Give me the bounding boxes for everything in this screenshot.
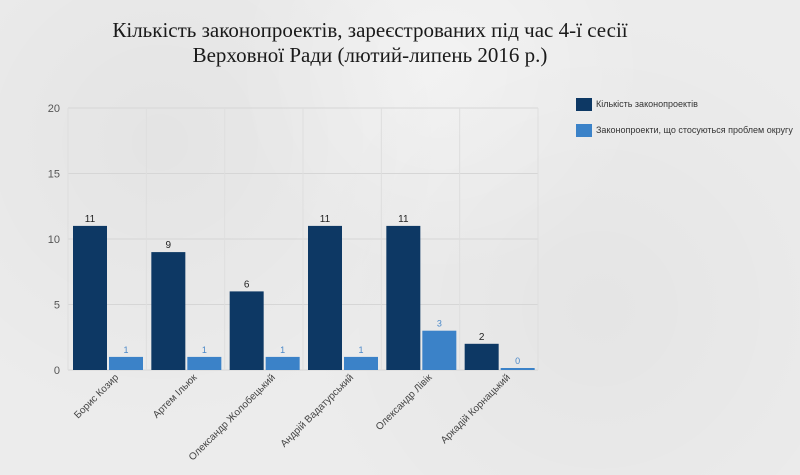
legend-item-district[interactable]: Законопроекти, що стосуються проблем окр… xyxy=(576,122,793,138)
y-tick-label: 10 xyxy=(48,234,60,246)
bar-s2-4 xyxy=(344,356,378,370)
legend-item-total[interactable]: Кількість законопроектів xyxy=(576,96,793,112)
legend: Кількість законопроектів Законопроекти, … xyxy=(576,96,793,148)
data-label-s2-1: 1 xyxy=(123,345,128,355)
grid-lines xyxy=(67,107,539,371)
y-tick-label: 15 xyxy=(48,169,60,181)
bars xyxy=(73,225,535,370)
bar-s2-3 xyxy=(265,356,300,370)
data-label-s2-4: 1 xyxy=(358,345,363,355)
bar-s1-2 xyxy=(151,252,186,370)
data-label-s2-6: 0 xyxy=(515,356,520,366)
data-label-s2-5: 3 xyxy=(437,319,442,329)
category-label-6: Аркадій Корнацький xyxy=(439,372,513,446)
bar-s2-1 xyxy=(109,356,143,370)
bar-s1-1 xyxy=(73,225,107,370)
legend-swatch-total xyxy=(576,97,592,111)
data-label-s1-6: 2 xyxy=(479,332,485,343)
legend-label-district: Законопроекти, що стосуються проблем окр… xyxy=(596,125,793,135)
bar-s2-5 xyxy=(422,330,457,370)
y-tick-label: 0 xyxy=(54,365,60,377)
data-label-s1-1: 11 xyxy=(85,214,96,225)
category-label-2: Артем Ільюк xyxy=(151,372,200,421)
chart-title: Кількість законопроектів, зареєстрованих… xyxy=(0,18,740,68)
chart-title-line-1: Кількість законопроектів, зареєстрованих… xyxy=(112,18,628,42)
chart-title-line-2: Верховної Ради (лютий-липень 2016 р.) xyxy=(192,43,548,67)
data-label-s1-5: 11 xyxy=(398,214,409,225)
data-label-s1-3: 6 xyxy=(244,279,250,290)
category-label-4: Андрій Вадатурський xyxy=(279,372,356,449)
data-label-s2-2: 1 xyxy=(202,345,207,355)
y-axis: 0 5 10 15 20 xyxy=(48,103,60,377)
category-label-3: Олександр Жолобецький xyxy=(186,372,278,464)
bar-s1-3 xyxy=(229,291,264,370)
bar-s2-6 xyxy=(500,368,535,370)
category-label-1: Борис Козир xyxy=(72,372,121,421)
bar-s1-4 xyxy=(308,225,342,370)
y-tick-label: 5 xyxy=(54,300,60,312)
legend-label-total: Кількість законопроектів xyxy=(596,99,698,109)
bar-s1-6 xyxy=(464,343,499,370)
category-label-5: Олександр Лівік xyxy=(374,372,435,433)
legend-swatch-district xyxy=(576,123,592,137)
data-label-s1-2: 9 xyxy=(166,240,172,251)
bar-s1-5 xyxy=(386,225,421,370)
y-tick-label: 20 xyxy=(48,103,60,115)
data-label-s1-4: 11 xyxy=(320,214,331,225)
bar-s2-2 xyxy=(187,356,222,370)
data-label-s2-3: 1 xyxy=(280,345,285,355)
